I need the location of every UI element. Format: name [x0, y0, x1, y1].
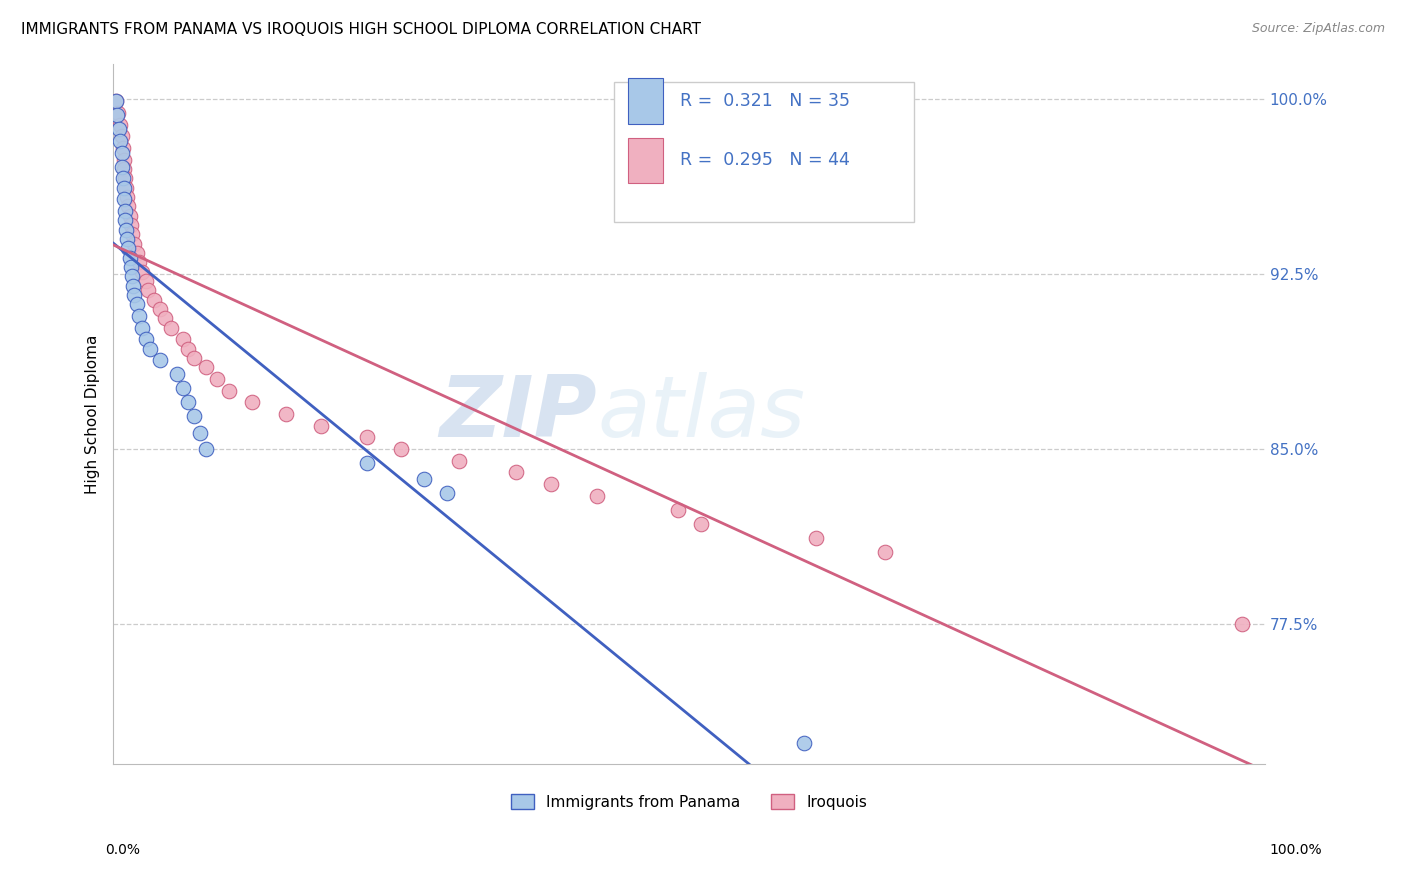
Point	[128, 255, 150, 269]
Point	[118, 251, 141, 265]
Point	[436, 486, 458, 500]
Point	[540, 477, 562, 491]
Point	[240, 395, 263, 409]
Point	[107, 106, 129, 120]
Text: 100.0%: 100.0%	[1270, 843, 1322, 857]
Point	[114, 213, 136, 227]
Point	[110, 145, 132, 160]
Point	[873, 544, 896, 558]
Point	[121, 269, 143, 284]
Point	[112, 161, 135, 176]
Point	[125, 246, 148, 260]
Point	[104, 95, 127, 109]
Text: R =  0.295   N = 44: R = 0.295 N = 44	[681, 152, 849, 169]
Point	[586, 489, 609, 503]
Point	[356, 456, 378, 470]
Point	[104, 95, 127, 109]
Point	[136, 283, 159, 297]
Point	[183, 351, 205, 365]
Point	[276, 407, 298, 421]
Point	[117, 199, 139, 213]
Text: ZIP: ZIP	[440, 373, 598, 456]
Point	[117, 241, 139, 255]
Point	[148, 301, 170, 316]
Point	[110, 134, 132, 148]
Point	[166, 368, 188, 382]
Point	[218, 384, 240, 398]
Point	[666, 502, 689, 516]
Point	[142, 293, 165, 307]
Point	[356, 430, 378, 444]
Text: R =  0.321   N = 35: R = 0.321 N = 35	[681, 92, 851, 110]
Point	[111, 171, 134, 186]
Point	[122, 288, 145, 302]
Point	[122, 278, 145, 293]
Point	[131, 320, 153, 334]
Point	[112, 192, 135, 206]
Point	[117, 232, 139, 246]
Point	[804, 531, 827, 545]
Point	[115, 180, 138, 194]
Point	[121, 227, 143, 242]
Point	[111, 141, 134, 155]
Point	[413, 472, 436, 486]
Point	[120, 260, 142, 274]
Point	[172, 332, 194, 346]
Point	[131, 265, 153, 279]
Point	[172, 381, 194, 395]
Point	[194, 360, 217, 375]
Point	[125, 297, 148, 311]
Point	[155, 311, 177, 326]
Point	[120, 218, 142, 232]
Point	[139, 342, 162, 356]
Point	[160, 320, 183, 334]
Point	[114, 204, 136, 219]
Point	[1230, 616, 1253, 631]
Point	[115, 222, 138, 236]
Point	[110, 129, 132, 144]
FancyBboxPatch shape	[614, 81, 914, 221]
Point	[177, 342, 200, 356]
Point	[110, 118, 132, 132]
Y-axis label: High School Diploma: High School Diploma	[86, 334, 100, 493]
Point	[177, 395, 200, 409]
Point	[148, 353, 170, 368]
Point	[505, 465, 527, 479]
Point	[194, 442, 217, 456]
Point	[309, 418, 332, 433]
Point	[110, 160, 132, 174]
Point	[114, 171, 136, 186]
Point	[188, 425, 211, 440]
Point	[135, 274, 157, 288]
FancyBboxPatch shape	[628, 78, 662, 123]
Text: IMMIGRANTS FROM PANAMA VS IROQUOIS HIGH SCHOOL DIPLOMA CORRELATION CHART: IMMIGRANTS FROM PANAMA VS IROQUOIS HIGH …	[21, 22, 702, 37]
FancyBboxPatch shape	[628, 137, 662, 183]
Point	[105, 108, 128, 122]
Text: atlas: atlas	[598, 373, 806, 456]
Point	[118, 209, 141, 223]
Point	[112, 153, 135, 167]
Point	[183, 409, 205, 424]
Point	[135, 332, 157, 346]
Point	[205, 372, 228, 386]
Point	[128, 309, 150, 323]
Legend: Immigrants from Panama, Iroquois: Immigrants from Panama, Iroquois	[505, 788, 873, 815]
Text: Source: ZipAtlas.com: Source: ZipAtlas.com	[1251, 22, 1385, 36]
Point	[122, 236, 145, 251]
Point	[689, 516, 711, 531]
Point	[112, 180, 135, 194]
Point	[389, 442, 412, 456]
Text: 0.0%: 0.0%	[105, 843, 141, 857]
Point	[117, 190, 139, 204]
Point	[793, 736, 815, 750]
Point	[447, 453, 470, 467]
Point	[108, 122, 131, 136]
